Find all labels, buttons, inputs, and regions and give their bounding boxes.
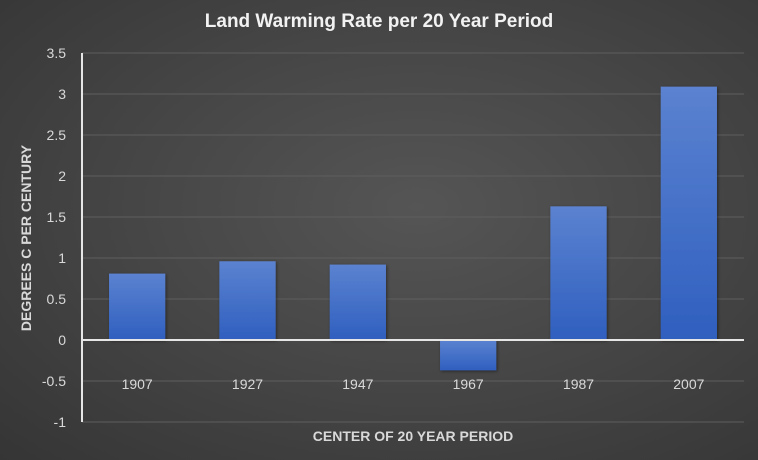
x-tick-label: 1987 [563,376,594,392]
x-tick-label: 1927 [232,376,263,392]
y-tick-labels: -1 -0.5 0 0.5 1 1.5 2 2.5 3 3.5 [42,45,66,430]
y-tick-label: 3 [58,86,66,102]
x-tick-label: 1907 [122,376,153,392]
axes [81,53,744,422]
y-tick-label: -0.5 [42,373,66,389]
y-tick-label: 1 [58,250,66,266]
gridlines [82,52,744,423]
x-tick-label: 2007 [673,376,704,392]
bar-2007 [660,86,717,341]
y-tick-label: 2 [58,168,66,184]
bar-1967 [440,340,497,371]
bar-1947 [329,264,386,340]
y-tick-label: 1.5 [47,209,67,225]
x-tick-label: 1967 [453,376,484,392]
x-axis-title: CENTER OF 20 YEAR PERIOD [313,428,513,444]
bar-1987 [550,206,607,340]
y-tick-label: 0.5 [47,291,67,307]
y-tick-label: -1 [54,414,67,430]
y-axis-title: DEGREES C PER CENTURY [18,144,34,331]
x-tick-labels: 1907 1927 1947 1967 1987 2007 [122,376,705,392]
y-tick-label: 3.5 [47,45,67,61]
y-tick-label: 2.5 [47,127,67,143]
bar-1927 [219,261,276,340]
y-tick-label: 0 [58,332,66,348]
bar-1907 [109,273,166,340]
chart-title: Land Warming Rate per 20 Year Period [205,11,553,32]
x-tick-label: 1947 [342,376,373,392]
bars [109,86,717,371]
